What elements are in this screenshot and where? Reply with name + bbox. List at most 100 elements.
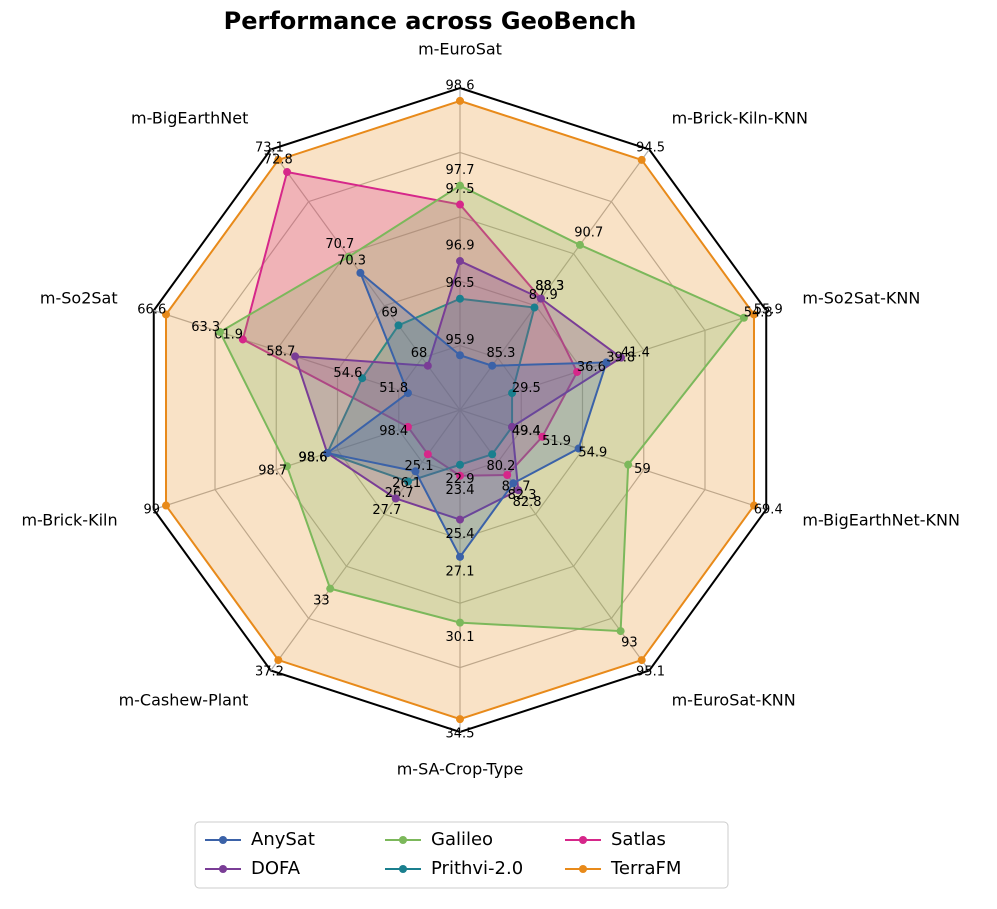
data-point xyxy=(637,155,646,164)
value-label: 23.4 xyxy=(446,483,475,498)
value-label: 27.7 xyxy=(372,503,401,518)
data-point xyxy=(503,471,512,480)
axis-label: m-Brick-Kiln xyxy=(21,511,117,530)
value-label: 98.7 xyxy=(258,463,287,478)
value-label: 98.6 xyxy=(299,450,328,465)
legend-marker xyxy=(219,865,227,873)
axis-label: m-Cashew-Plant xyxy=(119,691,249,710)
axis-label: m-So2Sat-KNN xyxy=(802,288,920,307)
data-point xyxy=(282,462,291,471)
value-label: 68 xyxy=(411,346,428,361)
value-label: 98.6 xyxy=(299,450,328,465)
value-label: 58.7 xyxy=(266,344,295,359)
legend-marker xyxy=(579,836,587,844)
value-label: 54.6 xyxy=(333,366,362,381)
data-point xyxy=(574,444,583,453)
axis-label: m-EuroSat xyxy=(418,40,502,59)
value-label: 96.5 xyxy=(446,276,475,291)
value-label: 97.7 xyxy=(446,163,475,178)
value-label: 70.7 xyxy=(325,237,354,252)
data-point xyxy=(616,627,625,636)
data-point xyxy=(291,352,300,361)
axis-label: m-EuroSat-KNN xyxy=(672,691,796,710)
data-point xyxy=(575,240,584,249)
value-label: 80.2 xyxy=(487,459,516,474)
value-label: 99 xyxy=(143,503,160,518)
value-label: 63.3 xyxy=(191,320,220,335)
value-label: 36.6 xyxy=(577,360,606,375)
data-point xyxy=(488,361,497,370)
value-label: 88.3 xyxy=(535,279,564,294)
data-point xyxy=(456,460,464,469)
data-point xyxy=(637,656,646,665)
value-label: 88.3 xyxy=(535,279,564,294)
axis-label: m-So2Sat xyxy=(40,288,118,307)
data-point xyxy=(238,335,247,344)
legend-marker xyxy=(399,836,407,844)
value-label: 26.1 xyxy=(392,476,421,491)
value-label: 34.5 xyxy=(446,727,475,742)
value-label: 33 xyxy=(313,593,330,608)
value-label: 72.8 xyxy=(264,152,293,167)
data-point xyxy=(456,294,464,303)
data-point xyxy=(749,501,758,510)
value-label: 82.8 xyxy=(513,495,542,510)
data-point xyxy=(456,181,464,190)
value-label: 96.9 xyxy=(446,239,475,254)
data-point xyxy=(162,310,171,319)
value-label: 70.3 xyxy=(337,253,366,268)
data-point xyxy=(356,268,365,277)
value-label: 93 xyxy=(621,636,638,651)
data-point xyxy=(404,477,413,486)
value-label: 95.1 xyxy=(636,665,665,680)
data-point xyxy=(456,351,464,360)
data-point xyxy=(403,422,412,431)
value-label: 49.4 xyxy=(512,424,541,439)
value-label: 98.4 xyxy=(379,424,408,439)
data-point xyxy=(411,467,420,476)
data-point xyxy=(456,257,464,266)
data-point xyxy=(488,450,497,459)
data-point xyxy=(514,486,523,495)
data-point xyxy=(456,96,464,105)
value-label: 73.1 xyxy=(255,140,284,155)
data-point xyxy=(274,656,283,665)
data-point xyxy=(391,494,400,503)
data-point xyxy=(456,471,464,480)
value-label: 37.2 xyxy=(255,665,284,680)
data-point xyxy=(423,361,432,370)
data-point xyxy=(617,353,626,362)
legend-label: DOFA xyxy=(251,858,301,879)
data-point xyxy=(215,328,224,337)
data-point xyxy=(323,449,332,458)
value-label: 85.3 xyxy=(487,346,516,361)
value-label: 59 xyxy=(634,462,651,477)
data-point xyxy=(456,200,464,209)
data-point xyxy=(344,252,353,261)
data-point xyxy=(602,358,611,367)
data-point xyxy=(403,389,412,398)
value-label: 29.5 xyxy=(512,381,541,396)
legend-label: TerraFM xyxy=(610,858,681,879)
data-point xyxy=(508,389,517,398)
value-label: 27.1 xyxy=(446,564,475,579)
value-label: 54.9 xyxy=(578,446,607,461)
value-label: 69.4 xyxy=(754,503,783,518)
data-point xyxy=(536,294,545,303)
value-label: 51.9 xyxy=(542,434,571,449)
data-point xyxy=(508,422,517,431)
value-label: 82.3 xyxy=(508,488,537,503)
axis-label: m-BigEarthNet xyxy=(131,108,248,127)
value-label: 90.7 xyxy=(574,225,603,240)
value-label: 98.6 xyxy=(299,450,328,465)
legend-label: Prithvi-2.0 xyxy=(431,858,523,879)
value-label: 49.4 xyxy=(512,424,541,439)
data-point xyxy=(749,310,758,319)
data-point xyxy=(530,303,539,312)
data-point xyxy=(283,168,292,177)
data-point xyxy=(624,460,633,469)
data-point xyxy=(358,374,367,383)
value-label: 66.6 xyxy=(137,302,166,317)
data-point xyxy=(274,155,283,164)
value-label: 39.8 xyxy=(606,350,635,365)
